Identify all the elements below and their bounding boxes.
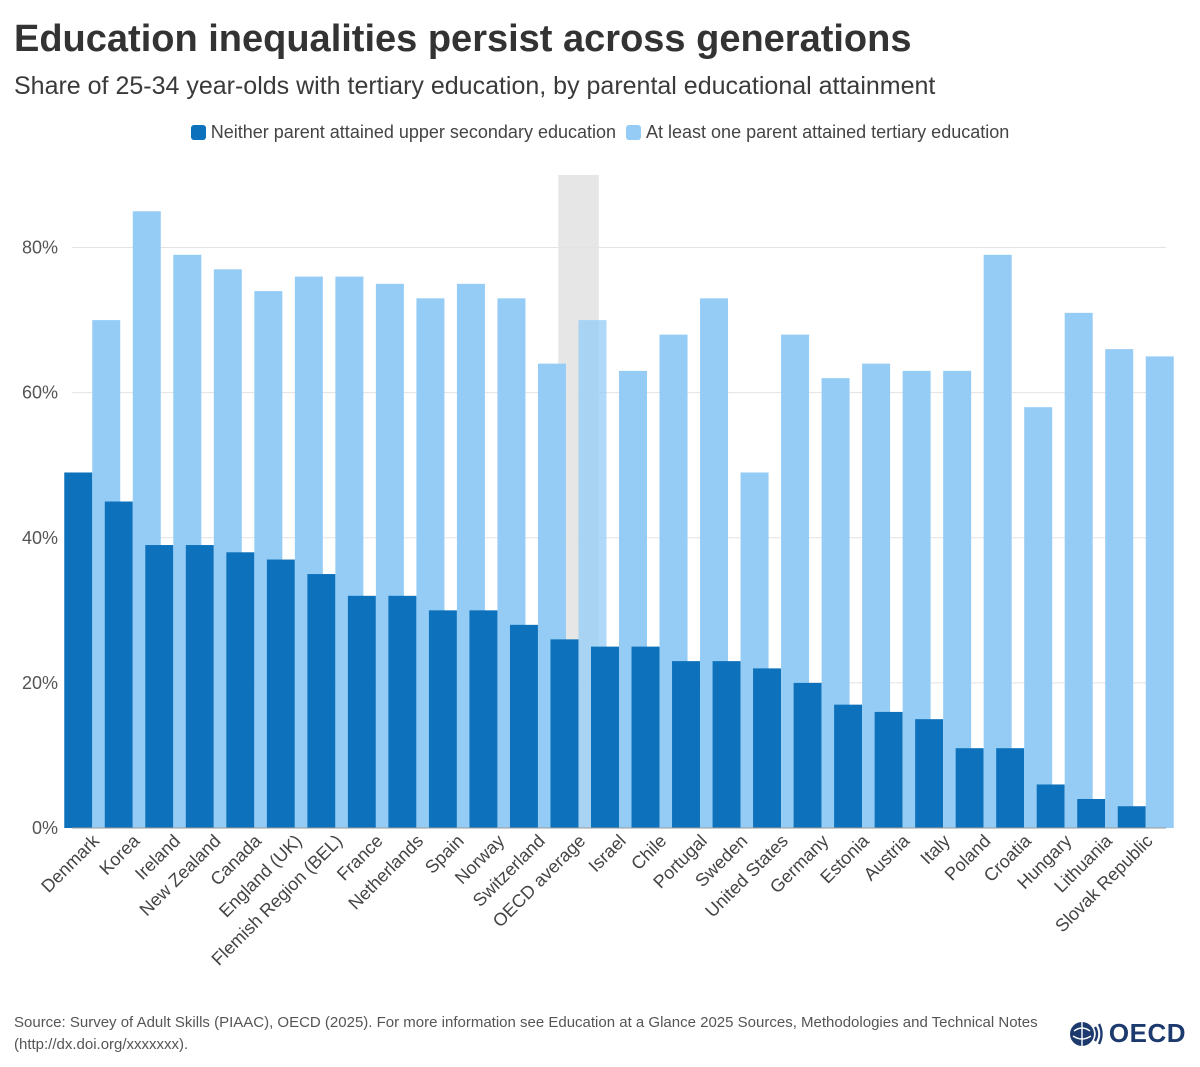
legend-item-neither-parent: Neither parent attained upper secondary …: [190, 122, 617, 143]
bar-neither-parent: [712, 661, 741, 828]
y-tick-label: 80%: [22, 238, 58, 258]
bar-one-parent-tertiary: [1145, 356, 1174, 828]
bar-neither-parent: [266, 559, 295, 828]
bar-neither-parent: [955, 748, 984, 828]
legend-label: Neither parent attained upper secondary …: [210, 122, 617, 142]
bar-one-parent-tertiary: [983, 254, 1012, 829]
bar-neither-parent: [185, 545, 214, 828]
legend: Neither parent attained upper secondary …: [0, 122, 1200, 143]
legend-swatch-light-blue: [626, 125, 642, 140]
bar-neither-parent: [631, 646, 660, 828]
bar-neither-parent: [672, 661, 701, 828]
bar-neither-parent: [793, 682, 822, 828]
bar-neither-parent: [996, 748, 1025, 828]
y-tick-label: 0%: [32, 818, 58, 838]
legend-label: At least one parent attained tertiary ed…: [646, 122, 1010, 142]
globe-icon: [1069, 1021, 1103, 1046]
bar-neither-parent: [874, 711, 903, 828]
bar-neither-parent: [388, 595, 417, 828]
bar-neither-parent: [1077, 798, 1106, 828]
legend-swatch-dark-blue: [190, 125, 206, 140]
y-tick-label: 40%: [22, 528, 58, 548]
bar-neither-parent: [347, 595, 376, 828]
x-tick-label: Austria: [860, 830, 914, 884]
chart-subtitle: Share of 25-34 year-olds with tertiary e…: [14, 72, 936, 100]
bar-neither-parent: [834, 704, 863, 828]
bar-neither-parent: [550, 639, 579, 828]
bar-one-parent-tertiary: [1105, 349, 1134, 828]
bar-neither-parent: [591, 646, 619, 828]
bar-neither-parent: [469, 610, 498, 828]
oecd-logo: OECD: [1069, 1018, 1186, 1049]
bar-neither-parent: [753, 668, 782, 828]
x-tick-label: Denmark: [37, 830, 103, 896]
source-note: Source: Survey of Adult Skills (PIAAC), …: [14, 1014, 1038, 1053]
bar-neither-parent: [145, 545, 174, 828]
bar-neither-parent: [428, 610, 457, 828]
bar-one-parent-tertiary: [1024, 407, 1053, 828]
bar-neither-parent: [1036, 784, 1065, 828]
bar-one-parent-tertiary: [1064, 312, 1093, 828]
chart-title: Education inequalities persist across ge…: [14, 18, 912, 60]
bar-neither-parent: [64, 472, 93, 828]
bar-neither-parent: [915, 719, 944, 828]
logo-text: OECD: [1108, 1018, 1186, 1048]
bar-neither-parent: [307, 574, 336, 828]
legend-item-one-parent-tertiary: At least one parent attained tertiary ed…: [626, 122, 1009, 143]
bar-neither-parent: [509, 624, 538, 828]
y-tick-label: 60%: [22, 383, 58, 403]
bar-neither-parent: [1117, 806, 1146, 828]
y-tick-label: 20%: [22, 673, 58, 693]
x-tick-label: Israel: [585, 831, 630, 876]
bar-neither-parent: [104, 501, 133, 828]
bar-neither-parent: [226, 552, 255, 828]
